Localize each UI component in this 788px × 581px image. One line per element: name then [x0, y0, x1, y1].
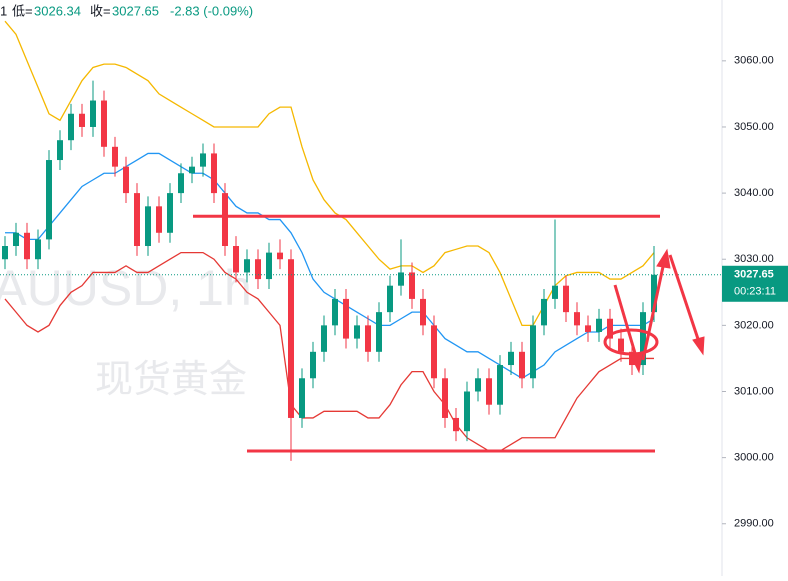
price-box: [722, 265, 788, 302]
candle-body: [431, 325, 437, 379]
candle-body: [497, 365, 503, 405]
y-tick-label: 3050.00: [734, 121, 774, 133]
candle-body: [475, 378, 481, 392]
band-line: [5, 152, 655, 380]
candle-body: [90, 100, 96, 127]
arrow-line: [641, 261, 666, 361]
candle-body: [453, 417, 459, 432]
y-tick-label: 3040.00: [734, 187, 774, 199]
candle-body: [244, 259, 250, 273]
header-close-label: 收=: [90, 3, 111, 18]
candle-body: [442, 378, 448, 418]
header-close: 3027.65: [112, 3, 159, 18]
candle-body: [35, 239, 41, 260]
header-change: -2.83 (-0.09%): [170, 3, 253, 18]
candle-body: [607, 318, 613, 339]
candle-body: [189, 166, 195, 174]
watermark-symbol: XAUUSD, 1h: [0, 260, 252, 316]
candle-body: [541, 298, 547, 326]
candle-body: [233, 246, 239, 273]
arrow-line: [613, 284, 639, 361]
countdown-label: 00:23:11: [734, 286, 776, 298]
candle-body: [640, 312, 646, 366]
candle-body: [321, 325, 327, 352]
candle-body: [266, 252, 272, 280]
candle-body: [167, 193, 173, 233]
circle-drawing: [603, 328, 659, 356]
candle-body: [24, 232, 30, 260]
candle-body: [13, 232, 19, 247]
candle-body: [123, 166, 129, 194]
candle-body: [596, 318, 602, 332]
candle-body: [68, 113, 74, 141]
candle-body: [277, 252, 283, 260]
candle-body: [343, 298, 349, 339]
candle-body: [365, 325, 371, 352]
candle-body: [46, 160, 52, 240]
candle-body: [2, 246, 8, 260]
candle-body: [332, 298, 338, 326]
candle-body: [222, 193, 228, 247]
candle-body: [651, 274, 657, 313]
candle-body: [563, 285, 569, 313]
candle-body: [211, 153, 217, 194]
candle-body: [409, 272, 415, 299]
candle-body: [398, 272, 404, 286]
candle-body: [486, 378, 492, 405]
arrow-line: [668, 254, 701, 343]
candle-body: [200, 153, 206, 167]
candle-body: [112, 146, 118, 167]
candle-body: [519, 351, 525, 379]
y-tick-label: 3060.00: [734, 55, 774, 67]
y-tick-label: 3020.00: [734, 319, 774, 331]
candle-body: [310, 351, 316, 379]
y-tick-label: 2990.00: [734, 518, 774, 530]
y-tick-label: 3030.00: [734, 253, 774, 265]
candle-body: [387, 285, 393, 313]
header-interval: 1: [0, 3, 7, 18]
candle-body: [464, 391, 470, 432]
candle-body: [134, 193, 140, 247]
y-tick-label: 3000.00: [734, 452, 774, 464]
arrow-head: [692, 336, 705, 356]
candle-body: [574, 312, 580, 326]
candle-body: [79, 113, 85, 127]
candle-body: [288, 259, 294, 418]
header-low-label: 低=: [12, 3, 33, 18]
header-low: 3026.34: [34, 3, 81, 18]
drawings: [603, 248, 705, 374]
candle-body: [552, 285, 558, 299]
candle-body: [101, 100, 107, 147]
y-axis: 2990.00 3000.00 3010.00 3020.00 3030.00 3040.…: [722, 55, 788, 530]
candle-body: [156, 206, 162, 233]
candle-body: [376, 312, 382, 352]
price-label: 3027.65: [734, 269, 774, 281]
y-tick-label: 3010.00: [734, 385, 774, 397]
watermark-name: 现货黄金: [95, 359, 247, 401]
arrow-head: [656, 248, 671, 269]
plot: [0, 20, 722, 461]
candle-body: [57, 140, 63, 161]
candle-body: [618, 338, 624, 352]
candle-body: [508, 351, 514, 366]
candle-body: [354, 325, 360, 339]
arrow-head: [630, 353, 643, 374]
candle-body: [145, 206, 151, 247]
candle-body: [585, 325, 591, 332]
band-line: [4, 251, 654, 452]
candle-body: [178, 173, 184, 194]
candle-body: [530, 325, 536, 379]
candle-body: [255, 259, 261, 280]
candle-body: [299, 378, 305, 418]
candle-body: [420, 298, 426, 326]
